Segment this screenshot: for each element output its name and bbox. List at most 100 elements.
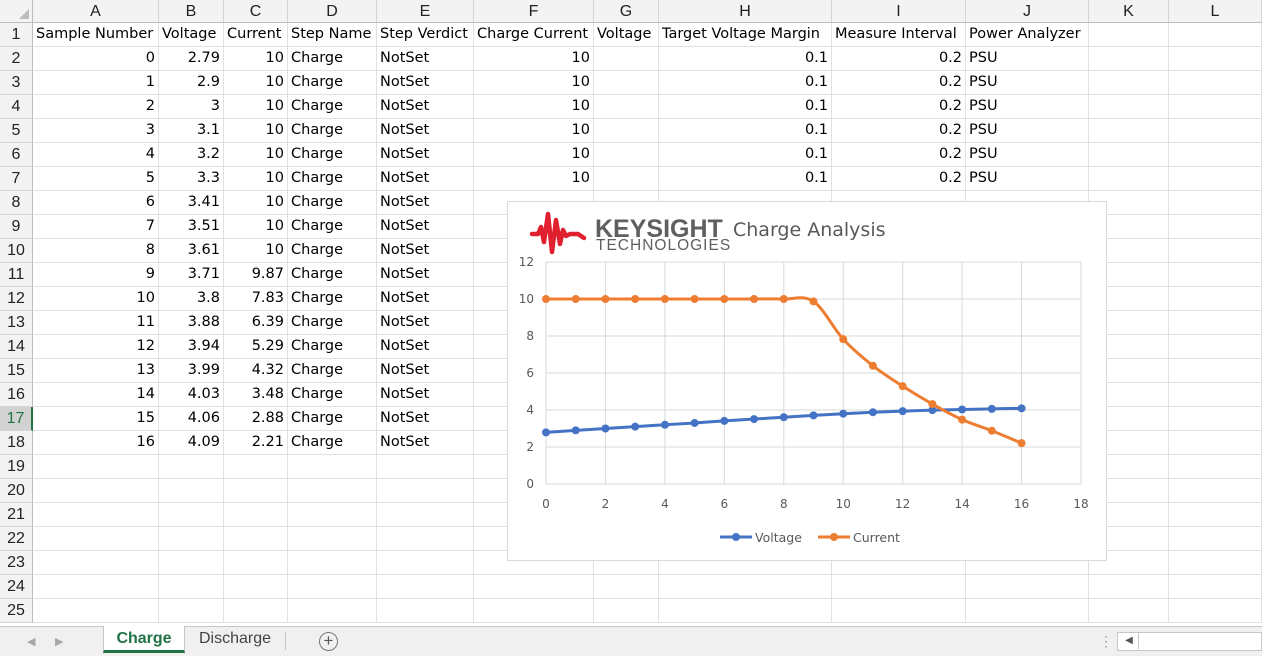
- table-cell[interactable]: 0.2: [832, 167, 966, 191]
- table-cell[interactable]: 10: [224, 167, 288, 191]
- table-cell[interactable]: 10: [474, 95, 594, 119]
- table-cell[interactable]: [594, 47, 659, 71]
- table-cell[interactable]: 0.1: [659, 47, 832, 71]
- table-cell[interactable]: [1089, 575, 1169, 599]
- column-header-c[interactable]: C: [224, 0, 288, 23]
- row-header-20[interactable]: 20: [0, 479, 33, 503]
- table-cell[interactable]: [1089, 167, 1169, 191]
- table-cell[interactable]: 2.9: [159, 71, 224, 95]
- table-cell[interactable]: [474, 575, 594, 599]
- table-cell[interactable]: Charge: [288, 263, 377, 287]
- table-cell[interactable]: [1089, 503, 1169, 527]
- row-header-12[interactable]: 12: [0, 287, 33, 311]
- row-header-14[interactable]: 14: [0, 335, 33, 359]
- table-cell[interactable]: 13: [33, 359, 159, 383]
- table-cell[interactable]: [1089, 335, 1169, 359]
- header-cell[interactable]: [1089, 23, 1169, 47]
- table-cell[interactable]: [1089, 455, 1169, 479]
- table-cell[interactable]: [1169, 431, 1262, 455]
- table-cell[interactable]: [33, 551, 159, 575]
- table-cell[interactable]: [377, 551, 474, 575]
- table-cell[interactable]: [1089, 47, 1169, 71]
- row-header-2[interactable]: 2: [0, 47, 33, 71]
- table-cell[interactable]: [1089, 143, 1169, 167]
- table-cell[interactable]: 12: [33, 335, 159, 359]
- table-cell[interactable]: [224, 551, 288, 575]
- table-cell[interactable]: [377, 527, 474, 551]
- table-cell[interactable]: NotSet: [377, 359, 474, 383]
- table-cell[interactable]: Charge: [288, 215, 377, 239]
- table-cell[interactable]: PSU: [966, 119, 1089, 143]
- table-cell[interactable]: [1089, 287, 1169, 311]
- row-header-21[interactable]: 21: [0, 503, 33, 527]
- table-cell[interactable]: [288, 479, 377, 503]
- table-cell[interactable]: [159, 527, 224, 551]
- table-cell[interactable]: 6.39: [224, 311, 288, 335]
- table-cell[interactable]: 3.48: [224, 383, 288, 407]
- table-cell[interactable]: 7: [33, 215, 159, 239]
- table-cell[interactable]: 10: [224, 47, 288, 71]
- column-header-e[interactable]: E: [377, 0, 474, 23]
- table-cell[interactable]: [33, 503, 159, 527]
- table-cell[interactable]: PSU: [966, 47, 1089, 71]
- row-header-11[interactable]: 11: [0, 263, 33, 287]
- column-header-a[interactable]: A: [33, 0, 159, 23]
- table-cell[interactable]: Charge: [288, 167, 377, 191]
- table-cell[interactable]: Charge: [288, 407, 377, 431]
- table-cell[interactable]: 11: [33, 311, 159, 335]
- table-cell[interactable]: [1169, 95, 1262, 119]
- table-cell[interactable]: [1169, 47, 1262, 71]
- table-cell[interactable]: 4: [33, 143, 159, 167]
- table-cell[interactable]: [594, 167, 659, 191]
- table-cell[interactable]: [1169, 575, 1262, 599]
- row-header-3[interactable]: 3: [0, 71, 33, 95]
- row-header-4[interactable]: 4: [0, 95, 33, 119]
- header-cell[interactable]: Charge Current: [474, 23, 594, 47]
- table-cell[interactable]: Charge: [288, 335, 377, 359]
- table-cell[interactable]: [377, 503, 474, 527]
- table-cell[interactable]: 0.1: [659, 95, 832, 119]
- prev-sheet-icon[interactable]: ◀: [27, 636, 36, 648]
- add-sheet-button[interactable]: +: [319, 632, 338, 651]
- table-cell[interactable]: Charge: [288, 143, 377, 167]
- select-all-corner[interactable]: [0, 0, 33, 23]
- table-cell[interactable]: 4.32: [224, 359, 288, 383]
- table-cell[interactable]: Charge: [288, 47, 377, 71]
- table-cell[interactable]: 0.2: [832, 47, 966, 71]
- column-header-g[interactable]: G: [594, 0, 659, 23]
- table-cell[interactable]: [1089, 119, 1169, 143]
- table-cell[interactable]: [224, 599, 288, 623]
- table-cell[interactable]: [659, 551, 832, 575]
- table-cell[interactable]: [594, 551, 659, 575]
- table-cell[interactable]: [33, 527, 159, 551]
- column-header-j[interactable]: J: [966, 0, 1089, 23]
- table-cell[interactable]: [288, 527, 377, 551]
- table-cell[interactable]: [224, 575, 288, 599]
- table-cell[interactable]: [966, 575, 1089, 599]
- table-cell[interactable]: 4.06: [159, 407, 224, 431]
- table-cell[interactable]: 3: [159, 95, 224, 119]
- table-cell[interactable]: 0.2: [832, 143, 966, 167]
- table-cell[interactable]: 2: [33, 95, 159, 119]
- table-cell[interactable]: [1089, 551, 1169, 575]
- table-cell[interactable]: Charge: [288, 311, 377, 335]
- table-cell[interactable]: [1169, 335, 1262, 359]
- table-cell[interactable]: 4.03: [159, 383, 224, 407]
- table-cell[interactable]: [832, 575, 966, 599]
- table-cell[interactable]: [1169, 71, 1262, 95]
- table-cell[interactable]: NotSet: [377, 239, 474, 263]
- table-cell[interactable]: NotSet: [377, 71, 474, 95]
- table-cell[interactable]: 0.2: [832, 71, 966, 95]
- table-cell[interactable]: 0.1: [659, 167, 832, 191]
- tab-charge[interactable]: Charge: [103, 626, 185, 653]
- row-header-9[interactable]: 9: [0, 215, 33, 239]
- table-cell[interactable]: Charge: [288, 239, 377, 263]
- table-cell[interactable]: Charge: [288, 287, 377, 311]
- table-cell[interactable]: 9.87: [224, 263, 288, 287]
- table-cell[interactable]: [1089, 71, 1169, 95]
- table-cell[interactable]: 0.2: [832, 95, 966, 119]
- table-cell[interactable]: NotSet: [377, 287, 474, 311]
- table-cell[interactable]: 10: [224, 119, 288, 143]
- row-header-5[interactable]: 5: [0, 119, 33, 143]
- table-cell[interactable]: [33, 479, 159, 503]
